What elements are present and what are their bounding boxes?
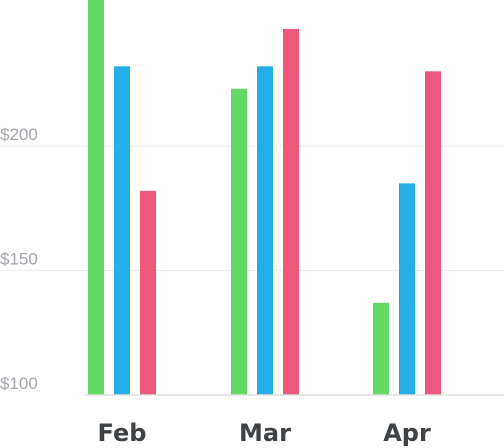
y-tick-label: $100	[0, 374, 38, 393]
bar-feb-series-1	[88, 0, 104, 395]
bar-mar-series-2	[257, 66, 273, 395]
y-tick-label: $200	[0, 125, 38, 144]
bar-feb-series-2	[114, 66, 130, 395]
x-tick-label-mar: Mar	[239, 419, 291, 447]
bar-mar-series-3	[283, 29, 299, 395]
labels-layer: $100$150$200$300FebMarApr	[0, 0, 431, 447]
x-tick-label-apr: Apr	[383, 419, 431, 447]
bar-mar-series-1	[231, 89, 247, 395]
x-tick-label-feb: Feb	[98, 419, 147, 447]
y-tick-label: $150	[0, 250, 38, 269]
bar-apr-series-2	[399, 183, 415, 395]
bar-apr-series-3	[425, 71, 441, 395]
bar-feb-series-3	[140, 191, 156, 395]
bars-layer	[88, 0, 441, 395]
bar-apr-series-1	[373, 303, 389, 395]
